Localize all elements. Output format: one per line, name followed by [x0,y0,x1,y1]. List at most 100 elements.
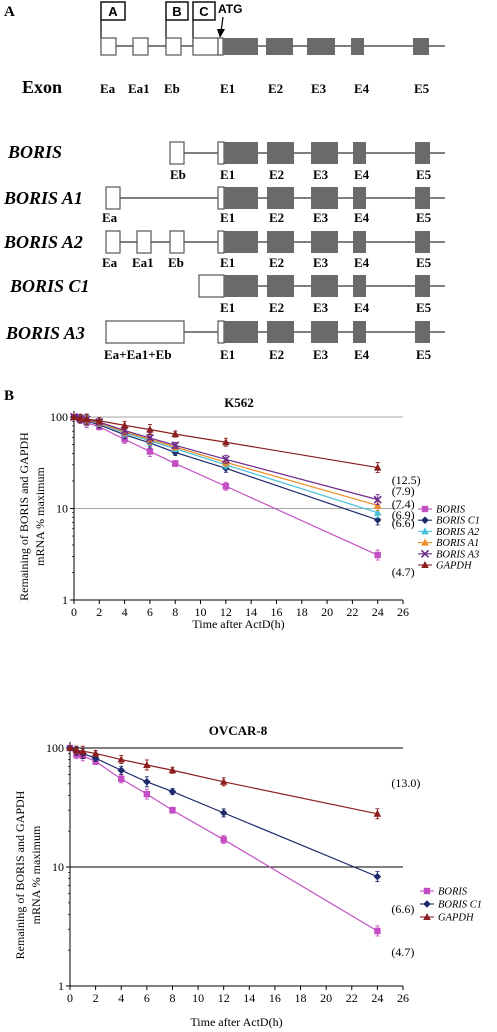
x-tick-label: 6 [147,605,153,619]
data-point [373,516,382,524]
x-tick-label: 26 [397,605,409,619]
x-tick-label: 12 [218,991,230,1005]
data-point [70,413,78,420]
label-e5: E5 [416,255,432,270]
label-e2: E2 [269,210,284,225]
label-e1: E1 [220,300,235,315]
data-point [222,483,230,490]
exon-label-e3: E3 [311,81,327,96]
exon-e2 [267,275,294,297]
x-tick-label: 22 [346,605,358,619]
label-e2: E2 [269,167,284,182]
label-e4: E4 [354,347,370,362]
y-tick-label: 10 [56,502,68,516]
x-tick-label: 8 [169,991,175,1005]
legend-marker [421,527,429,535]
data-point [219,777,228,785]
exon-e1 [224,187,258,209]
data-point [221,455,230,464]
exon-e5 [415,275,430,297]
atg-label: ATG [218,2,242,16]
exon-eb [165,37,182,56]
exon-e3 [311,321,338,343]
exon-e4 [353,187,366,209]
data-point [79,747,87,755]
legend-entry: BORIS C1 [436,516,480,527]
exon-ea-ea1-eb [105,320,185,344]
exon-e5 [415,321,430,343]
y-tick-label: 1 [62,593,68,607]
legend-entry: GAPDH [436,561,473,572]
region-b-box [165,1,189,21]
exon-e2 [266,38,293,55]
legend-marker [421,505,429,513]
data-point [219,809,228,817]
data-point [373,495,382,504]
exon-e1 [224,275,258,297]
label-e3: E3 [313,347,329,362]
label-e4: E4 [354,167,370,182]
label-e3: E3 [313,255,329,270]
isoform-boris-a2: BORIS A2 Ea Ea1 Eb E1 E2 E3 E4 E5 [3,230,445,270]
x-tick-label: 6 [144,991,150,1005]
legend-marker [423,900,431,908]
legend-marker [420,549,430,558]
y-axis-title-line1: Remaining of BORIS and GAPDH [17,432,31,601]
data-point [171,430,180,438]
data-point [168,787,177,796]
data-point [95,416,104,424]
x-tick-label: 24 [372,605,384,619]
region-a-letter: A [108,4,118,19]
label-ea: Ea [102,255,118,270]
legend-entry: BORIS [436,505,466,516]
legend-marker [421,561,429,568]
isoform-boris-a1: BORIS A1 Ea E1 E2 E3 E4 E5 [3,186,445,225]
label-e1: E1 [220,167,235,182]
data-point [374,551,381,559]
series-boris: (4.7) [66,744,414,959]
x-tick-label: 10 [195,605,207,619]
label-ea-ea1-eb: Ea+Ea1+Eb [104,347,172,362]
label-e5: E5 [416,210,432,225]
x-tick-label: 12 [220,605,232,619]
x-tick-label: 24 [371,991,383,1005]
label-e5: E5 [416,300,432,315]
exon-e1 [223,38,258,55]
data-point [374,927,381,935]
exon-e5 [415,187,430,209]
data-point [146,448,154,455]
exon-e4 [353,275,366,297]
x-tick-label: 2 [93,991,99,1005]
y-tick-label: 1 [58,979,64,993]
label-e3: E3 [313,167,329,182]
data-point [66,744,74,751]
series-gapdh: (13.0) [66,744,420,820]
label-e5: E5 [416,167,432,182]
isoform-label-boris-a1: BORIS A1 [3,188,83,208]
legend-marker [423,913,431,920]
data-point [91,749,100,757]
x-tick-label: 16 [269,991,281,1005]
gene-structure: A B C ATG [100,1,445,56]
legend-entry: BORIS [438,887,468,898]
legend-entry: GAPDH [438,913,475,924]
data-point [118,775,125,783]
exon-e1 [224,142,258,164]
data-point [222,438,230,446]
half-life-label: (4.7) [392,565,415,579]
exon-e2 [267,187,294,209]
y-tick-label: 100 [50,410,68,424]
data-point [120,421,129,429]
exon-label-row: Exon Ea Ea1 Eb E1 E2 E3 E4 E5 [22,77,430,97]
region-b-letter: B [172,4,181,19]
exon-ea [100,37,117,56]
label-e1: E1 [220,347,235,362]
label-eb: Eb [170,167,186,182]
label-e1: E1 [220,255,235,270]
data-point [143,790,151,798]
data-point [171,441,180,450]
series-boris-c1: (6.6) [66,744,414,916]
